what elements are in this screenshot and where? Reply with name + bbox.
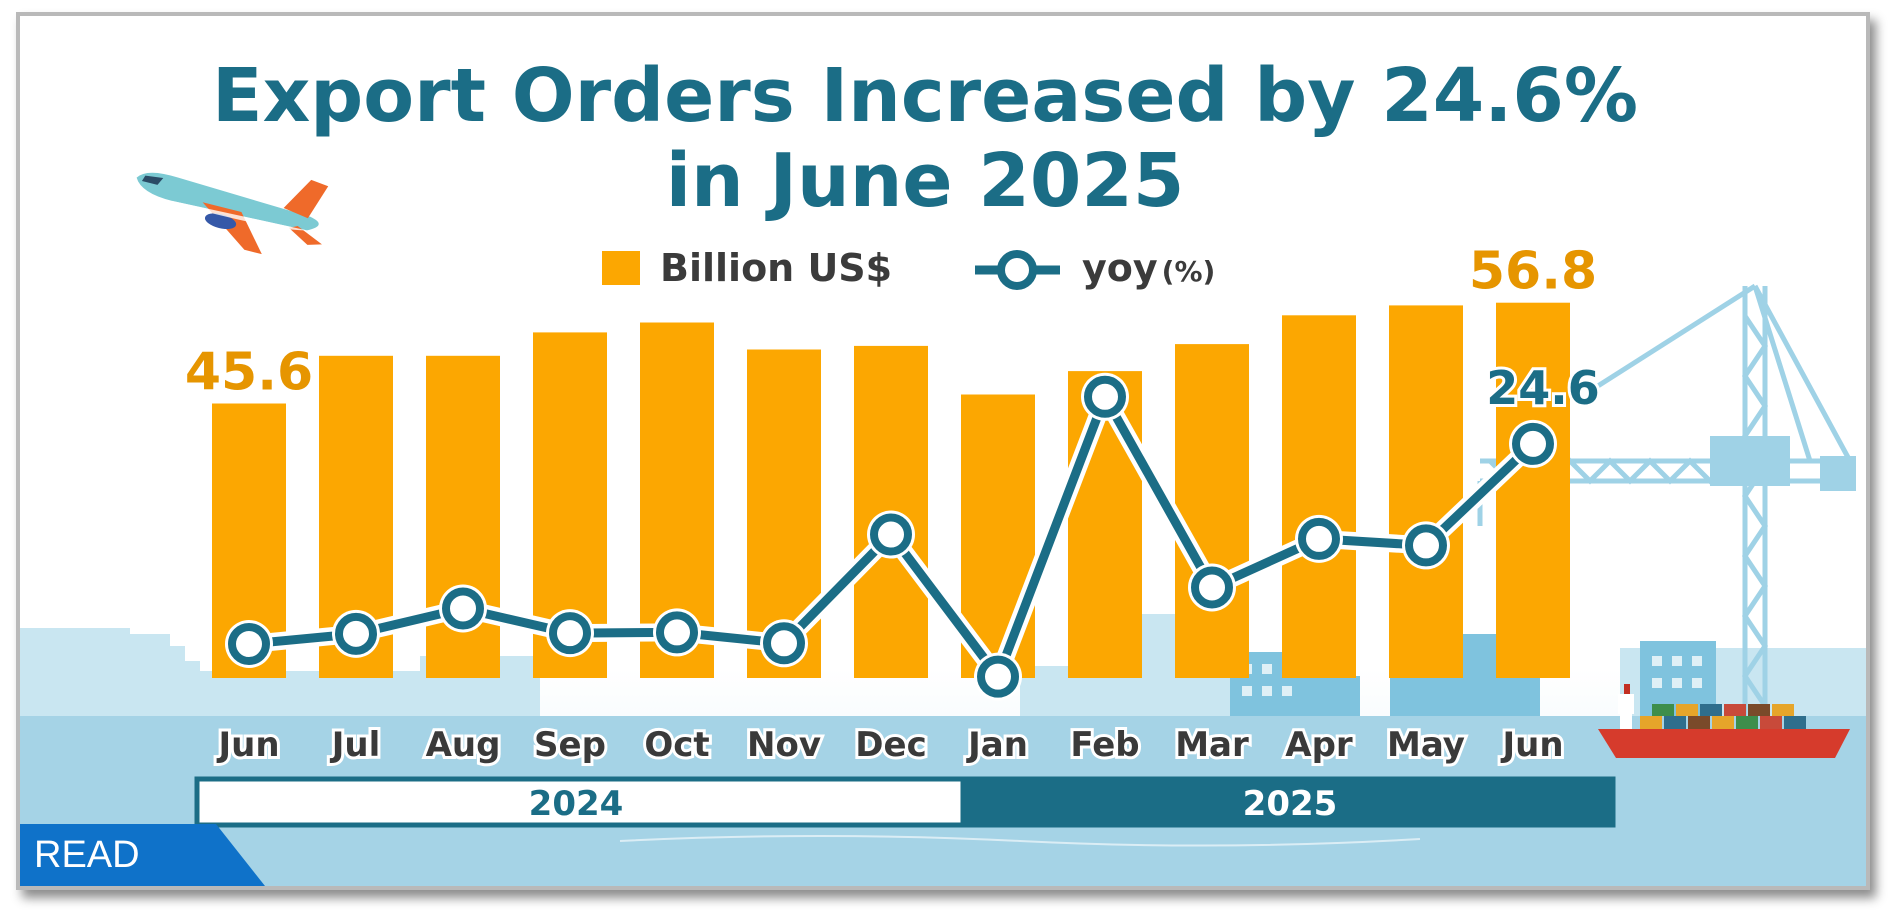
bar-12 xyxy=(1389,305,1463,678)
legend-line-label: yoy (%) xyxy=(1082,246,1215,290)
bar-13 xyxy=(1496,302,1570,678)
crane-cab xyxy=(1710,436,1856,491)
bar-11 xyxy=(1282,315,1356,678)
chart-title-line1: Export Orders Increased by 24.6% xyxy=(212,53,1638,139)
yoy-point-3 xyxy=(442,587,484,630)
bar-label-13: 56.8 xyxy=(1469,242,1597,302)
month-label-3: Aug xyxy=(426,725,501,765)
yoy-point-6 xyxy=(763,622,805,665)
month-label-9: Feb xyxy=(1070,725,1139,765)
yoy-point-12 xyxy=(1405,524,1447,567)
chart-svg: Export Orders Increased by 24.6% in June… xyxy=(20,16,1866,886)
legend-line-marker xyxy=(997,250,1037,290)
bar-label-1: 45.6 xyxy=(185,343,313,403)
month-label-2: Jul xyxy=(330,725,381,765)
legend-bar-label: Billion US$ xyxy=(660,246,892,290)
read-button[interactable]: READ xyxy=(20,824,265,886)
month-label-8: Jan xyxy=(966,725,1028,765)
month-label-4: Sep xyxy=(534,725,606,765)
yoy-point-4 xyxy=(549,612,591,655)
crane-icon xyxy=(1477,283,1853,716)
yoy-point-9 xyxy=(1084,375,1126,418)
year-axis: 2024 2025 xyxy=(194,776,1616,828)
yoy-point-10 xyxy=(1191,566,1233,609)
water-wave xyxy=(619,835,1421,847)
cargo-ship-icon xyxy=(1598,684,1850,758)
chart-title-line2: in June 2025 xyxy=(666,138,1185,224)
legend: Billion US$ yoy (%) xyxy=(602,246,1215,290)
month-label-1: Jun xyxy=(216,725,279,765)
month-label-7: Dec xyxy=(855,725,926,765)
month-label-10: Mar xyxy=(1175,725,1249,765)
data-labels: 45.6 56.8 24.6 xyxy=(185,242,1603,418)
month-label-6: Nov xyxy=(747,725,821,765)
year-label-2025: 2025 xyxy=(1243,784,1338,824)
chart-frame: Export Orders Increased by 24.6% in June… xyxy=(16,12,1870,890)
yoy-label-13: 24.6 xyxy=(1486,361,1600,415)
yoy-point-13 xyxy=(1512,422,1554,465)
month-label-5: Oct xyxy=(644,725,709,765)
yoy-point-2 xyxy=(335,612,377,655)
year-segment-2025 xyxy=(960,776,1616,828)
month-label-13: Jun xyxy=(1500,725,1563,765)
year-label-2024: 2024 xyxy=(529,784,624,824)
yoy-point-8 xyxy=(977,655,1019,698)
bar-9 xyxy=(1068,371,1142,678)
month-axis: Jun Jul Aug Sep Oct Nov Dec Jan Feb Mar Apr May Jun xyxy=(213,722,1566,768)
year-segment-2024 xyxy=(194,776,966,828)
yoy-line-series xyxy=(225,372,1557,701)
city-buildings xyxy=(1230,576,1716,716)
airplane-icon xyxy=(136,172,329,255)
month-label-11: Apr xyxy=(1285,725,1353,765)
yoy-point-7 xyxy=(870,513,912,556)
yoy-point-1 xyxy=(228,623,270,665)
bar-10 xyxy=(1175,344,1249,678)
month-label-12: May xyxy=(1387,725,1465,765)
yoy-point-11 xyxy=(1298,517,1340,560)
bar-series xyxy=(212,302,1570,678)
legend-bar-swatch xyxy=(602,251,640,285)
yoy-point-5 xyxy=(656,611,698,654)
